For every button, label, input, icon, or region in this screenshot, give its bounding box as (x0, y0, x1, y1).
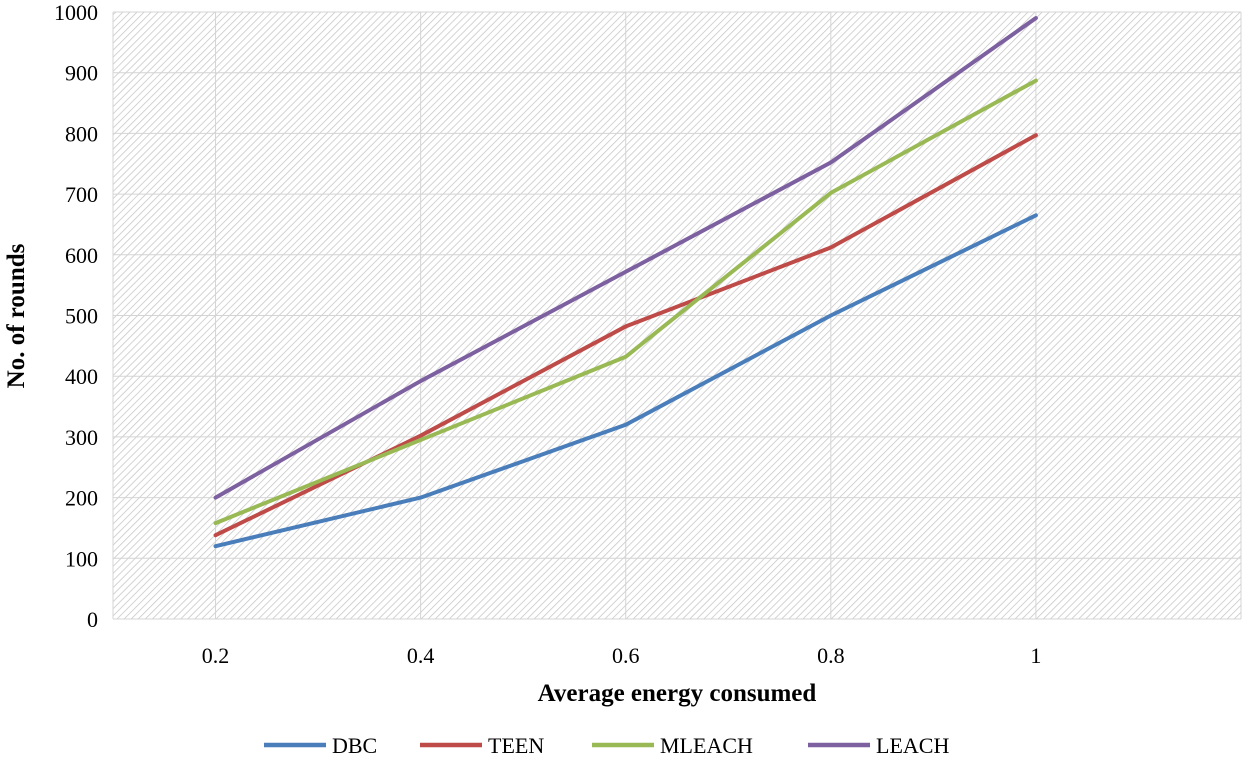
legend-label-dbc: DBC (332, 733, 377, 757)
x-axis-title: Average energy consumed (538, 680, 817, 707)
x-tick-label: 1 (1030, 643, 1041, 668)
y-tick-label: 0 (87, 607, 98, 632)
series-lines (213, 16, 1038, 549)
y-tick-label: 600 (65, 243, 98, 268)
y-tick-label: 100 (65, 546, 98, 571)
y-tick-label: 300 (65, 425, 98, 450)
x-tick-label: 0.2 (202, 643, 230, 668)
y-tick-label: 500 (65, 304, 98, 329)
y-tick-label: 800 (65, 121, 98, 146)
series-line-dbc (213, 213, 1038, 549)
y-tick-label: 400 (65, 364, 98, 389)
series-line-leach (213, 16, 1038, 500)
x-tick-label: 0.8 (817, 643, 845, 668)
legend-label-leach: LEACH (876, 733, 949, 757)
series-line-mleach (213, 78, 1038, 526)
y-tick-label: 900 (65, 61, 98, 86)
x-tick-label: 0.4 (407, 643, 435, 668)
legend-label-mleach: MLEACH (660, 733, 753, 757)
x-tick-label: 0.6 (612, 643, 640, 668)
x-axis-ticks: 0.2 0.4 0.6 0.8 1 (202, 643, 1042, 668)
y-tick-label: 700 (65, 182, 98, 207)
y-tick-label: 1000 (54, 0, 98, 25)
y-tick-label: 200 (65, 486, 98, 511)
legend: DBC TEEN MLEACH LEACH (264, 733, 949, 757)
y-axis-title: No. of rounds (3, 243, 30, 388)
y-axis-ticks: 0 100 200 300 400 500 600 700 800 900 1000 (54, 0, 98, 632)
legend-label-teen: TEEN (488, 733, 544, 757)
